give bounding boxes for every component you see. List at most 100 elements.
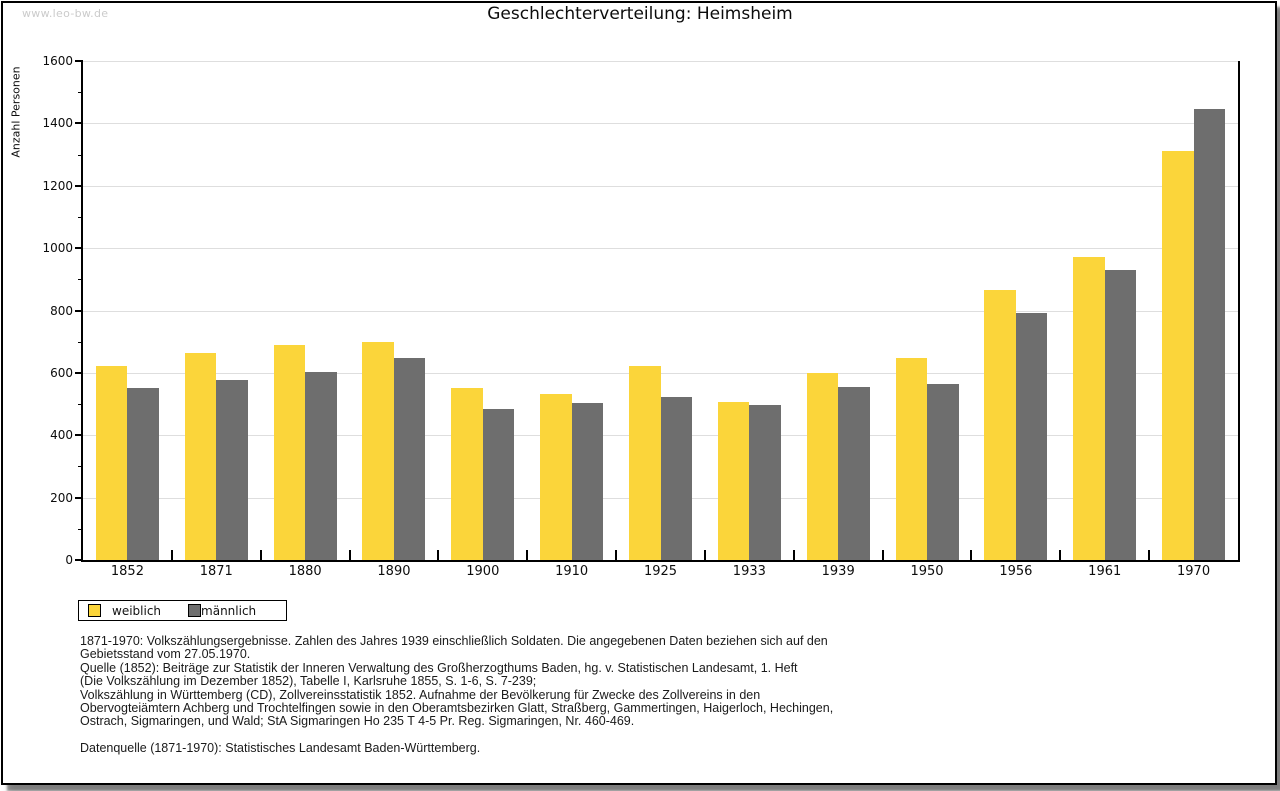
gridline — [83, 248, 1238, 250]
legend-swatch-weiblich — [88, 604, 101, 617]
y-tick — [75, 371, 83, 374]
x-tick — [703, 550, 706, 560]
bar-männlich-1961 — [1104, 270, 1137, 560]
x-tick-label: 1961 — [1088, 564, 1122, 579]
x-tick-label: 1900 — [466, 564, 500, 579]
y-tick — [75, 184, 83, 187]
bar-weiblich-1933 — [717, 402, 750, 560]
y-tick-label: 200 — [50, 490, 73, 505]
gridline — [83, 61, 1238, 62]
y-tick-label: 1400 — [42, 116, 73, 131]
gridline — [83, 123, 1238, 125]
bar-männlich-1900 — [482, 409, 515, 560]
y-minor-tick — [78, 92, 83, 94]
page-title: Geschlechterverteilung: Heimsheim — [487, 4, 793, 24]
y-minor-tick — [78, 154, 83, 156]
source-note-line: (Die Volkszählung im Dezember 1852), Tab… — [80, 674, 537, 689]
x-tick — [170, 550, 173, 560]
y-tick-label: 600 — [50, 365, 73, 380]
bar-weiblich-1880 — [273, 345, 306, 560]
bar-männlich-1852 — [127, 388, 159, 560]
x-tick — [970, 550, 973, 560]
x-axis — [81, 560, 1240, 562]
y-tick — [75, 309, 83, 312]
bar-männlich-1933 — [749, 405, 781, 560]
bar-weiblich-1970 — [1162, 151, 1194, 560]
y-tick — [75, 247, 83, 250]
y-tick-label: 1000 — [42, 241, 73, 256]
y-tick-label: 1200 — [42, 178, 73, 193]
gridline — [83, 372, 1238, 374]
y-tick-label: 0 — [65, 553, 73, 567]
bar-weiblich-1925 — [629, 366, 661, 560]
source-note-line: Ostrach, Sigmaringen, und Wald; StA Sigm… — [80, 714, 635, 729]
legend-label-weiblich: weiblich — [112, 603, 162, 618]
source-note-line: Volkszählung in Württemberg (CD), Zollve… — [80, 687, 761, 702]
bar-weiblich-1950 — [895, 358, 928, 560]
bar-weiblich-1956 — [984, 290, 1016, 560]
x-tick — [881, 550, 884, 560]
y-minor-tick — [78, 466, 83, 468]
gridline — [83, 310, 1238, 312]
bar-weiblich-1852 — [95, 366, 128, 560]
y-minor-tick — [78, 341, 83, 343]
bar-männlich-1910 — [571, 403, 604, 560]
x-tick — [1148, 550, 1151, 560]
x-tick-label: 1925 — [643, 564, 678, 579]
legend-label-maennlich: männlich — [201, 603, 257, 618]
y-minor-tick — [78, 528, 83, 530]
x-tick-label: 1852 — [110, 564, 144, 579]
legend-swatch-maennlich — [188, 604, 202, 617]
y-minor-tick — [78, 279, 83, 281]
data-source-line: Datenquelle (1871-1970): Statistisches L… — [80, 741, 481, 756]
x-tick — [526, 550, 529, 560]
y-minor-tick — [78, 216, 83, 218]
x-tick — [615, 550, 618, 560]
source-note-line: Gebietsstand vom 27.05.1970. — [80, 647, 251, 662]
chart: 0 200 400 600 800 1000 1200 1400 1600 1852 1871 188… — [42, 54, 1240, 579]
x-tick-label: 1939 — [821, 564, 855, 579]
bar-männlich-1956 — [1015, 313, 1048, 560]
watermark: www.leo-bw.de — [22, 7, 109, 20]
bar-weiblich-1961 — [1073, 257, 1105, 560]
y-axis — [81, 61, 83, 562]
bar-männlich-1925 — [660, 397, 692, 560]
x-tick-label: 1910 — [555, 564, 589, 579]
y-tick — [75, 559, 83, 561]
gridline — [83, 185, 1238, 187]
source-note-line: Quelle (1852): Beiträge zur Statistik de… — [80, 660, 798, 675]
x-tick-label: 1933 — [732, 564, 766, 579]
x-tick — [792, 550, 795, 560]
y-tick — [75, 122, 83, 125]
y-tick-label: 800 — [50, 303, 73, 318]
bar-weiblich-1890 — [362, 342, 394, 560]
bar-weiblich-1871 — [184, 353, 217, 560]
y-tick-label: 1600 — [42, 54, 73, 68]
y-tick-label: 400 — [50, 428, 73, 443]
x-tick-label: 1890 — [377, 564, 411, 579]
bar-männlich-1871 — [216, 380, 248, 560]
x-tick — [259, 550, 262, 560]
x-tick-label: 1970 — [1177, 564, 1211, 579]
bar-weiblich-1939 — [806, 373, 839, 560]
source-note-line: Obervogteiämtern Achberg und Trochtelfin… — [80, 701, 834, 716]
source-notes: 1871-1970: Volkszählungsergebnisse. Zahl… — [80, 634, 1180, 756]
x-tick-label: 1950 — [910, 564, 944, 579]
x-tick-label: 1871 — [199, 564, 233, 579]
bar-männlich-1890 — [393, 358, 426, 560]
y-tick — [75, 496, 83, 499]
x-tick — [348, 550, 351, 560]
bar-männlich-1880 — [305, 372, 337, 560]
bar-männlich-1970 — [1193, 109, 1226, 560]
y-tick — [75, 60, 83, 62]
source-note-line: 1871-1970: Volkszählungsergebnisse. Zahl… — [80, 634, 828, 648]
plot-right-border — [1238, 61, 1240, 562]
y-minor-tick — [78, 404, 83, 406]
x-tick — [1059, 550, 1062, 560]
bar-weiblich-1910 — [540, 394, 572, 560]
bar-männlich-1950 — [927, 384, 959, 560]
y-tick — [75, 434, 83, 437]
x-tick-label: 1880 — [288, 564, 322, 579]
x-tick — [437, 550, 440, 560]
bar-weiblich-1900 — [451, 388, 483, 560]
